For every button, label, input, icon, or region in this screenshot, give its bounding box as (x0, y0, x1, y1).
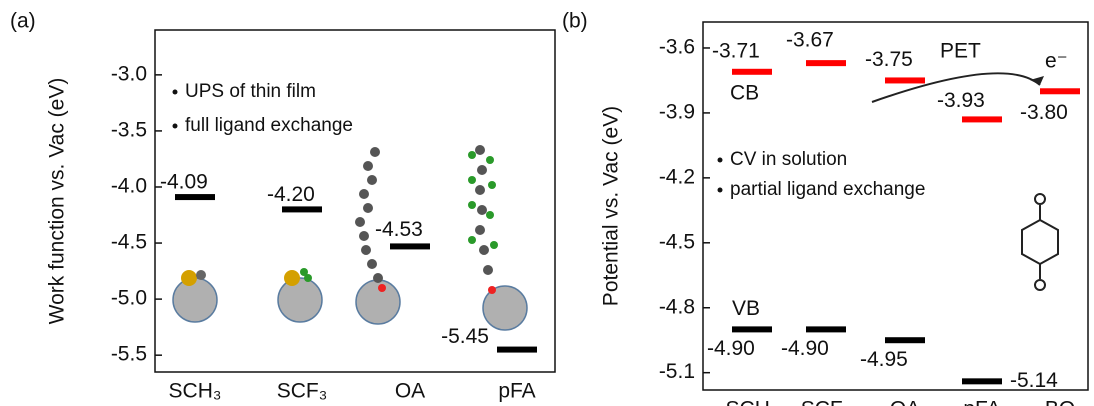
quinone-art (1021, 193, 1059, 291)
level-bar (175, 194, 215, 201)
series-name: CB (730, 81, 759, 104)
arrow-head (1030, 76, 1044, 85)
value-label: -4.09 (160, 171, 208, 194)
level-bar (390, 243, 430, 250)
x-tick-label: pFA (498, 380, 535, 403)
value-label: -4.90 (781, 337, 829, 360)
series-name: VB (732, 297, 760, 320)
level-bar (282, 206, 322, 213)
y-tick-label: -5.5 (111, 343, 147, 366)
y-tick-label: -4.5 (111, 231, 147, 254)
y-tick-label: -5.0 (111, 287, 147, 310)
y-tick-label: -3.6 (659, 36, 695, 59)
bullet (717, 187, 723, 193)
arrow-label: PET (940, 40, 981, 63)
electron-label: e⁻ (1045, 50, 1068, 73)
level-bar (962, 116, 1002, 123)
level-bar (1040, 88, 1080, 95)
y-tick-label: -3.5 (111, 118, 147, 141)
y-tick-label: -3.0 (111, 62, 147, 85)
y-tick-label: -4.5 (659, 230, 695, 253)
plot-frame (154, 29, 556, 373)
value-label: -4.53 (375, 218, 423, 241)
x-tick-label: SCF₃ (277, 380, 328, 403)
annotation: full ligand exchange (185, 115, 353, 136)
y-axis-label: Work function vs. Vac (eV) (46, 78, 69, 325)
level-bar (806, 60, 846, 67)
value-label: -4.95 (860, 348, 908, 371)
y-tick-label: -4.2 (659, 165, 695, 188)
bullet (172, 123, 178, 129)
y-tick-label: -4.0 (111, 175, 147, 198)
plot-frame (702, 21, 1089, 391)
pet-arrow (871, 72, 1041, 103)
value-label: -5.45 (441, 325, 489, 348)
chain-art (355, 145, 498, 294)
x-tick-label: pFA (963, 398, 1000, 406)
annotation: CV in solution (730, 149, 847, 170)
y-tick-label: -3.9 (659, 100, 695, 123)
panel-label: (b) (562, 10, 588, 33)
annotation: UPS of thin film (185, 81, 316, 102)
level-bar (885, 77, 925, 84)
level-bar (732, 326, 772, 333)
level-bar (962, 378, 1002, 385)
value-label: -3.71 (712, 39, 760, 62)
x-tick-label: SCH₃ (726, 398, 779, 406)
level-bar (497, 346, 537, 353)
value-label: -3.67 (786, 29, 834, 52)
bullet (172, 89, 178, 95)
value-label: -4.20 (267, 183, 315, 206)
value-label: -3.93 (937, 89, 985, 112)
level-bar (732, 68, 772, 75)
annotation: partial ligand exchange (730, 179, 925, 200)
value-label: -3.75 (865, 48, 913, 71)
x-tick-label: OA (890, 398, 920, 406)
value-label: -3.80 (1020, 101, 1068, 124)
x-tick-label: BQ (1045, 398, 1075, 406)
y-axis-label: Potential vs. Vac (eV) (600, 106, 623, 306)
y-tick-label: -5.1 (659, 360, 695, 383)
molecule-art (172, 268, 528, 331)
panel-label: (a) (10, 10, 36, 33)
x-tick-label: SCH₃ (169, 380, 222, 403)
value-label: -4.90 (707, 337, 755, 360)
y-tick-label: -4.8 (659, 295, 695, 318)
x-tick-label: OA (395, 380, 425, 403)
x-tick-label: SCF₃ (801, 398, 852, 406)
bullet (717, 157, 723, 163)
value-label: -5.14 (1010, 369, 1058, 392)
level-bar (806, 326, 846, 333)
level-bar (885, 337, 925, 344)
